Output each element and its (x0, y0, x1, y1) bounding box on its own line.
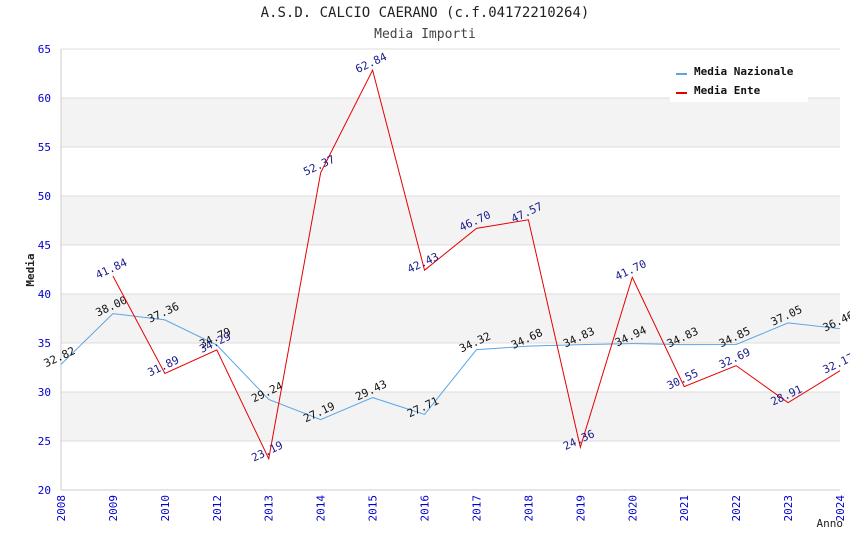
y-tick-label: 30 (38, 386, 51, 399)
x-tick-label: 2014 (315, 495, 328, 522)
x-tick-label: 2020 (626, 495, 639, 522)
grid-band (61, 147, 840, 196)
x-tick-label: 2023 (782, 495, 795, 522)
grid-band (61, 245, 840, 294)
x-tick-label: 2018 (522, 495, 535, 522)
legend-item-media-nazionale: Media Nazionale (694, 65, 794, 78)
y-tick-label: 60 (38, 92, 51, 105)
chart-subtitle: Media Importi (374, 27, 476, 42)
y-tick-label: 35 (38, 337, 51, 350)
x-tick-label: 2010 (159, 495, 172, 522)
legend-box (670, 60, 808, 102)
chart-title: A.S.D. CALCIO CAERANO (c.f.04172210264) (260, 5, 590, 21)
x-tick-label: 2015 (367, 495, 380, 522)
x-tick-label: 2021 (678, 495, 691, 522)
grid-band (61, 196, 840, 245)
y-axis-title: Media (24, 253, 37, 286)
grid-band (61, 294, 840, 343)
grid-band (61, 392, 840, 441)
x-tick-label: 2019 (574, 495, 587, 522)
grid-band (61, 441, 840, 490)
x-tick-label: 2012 (211, 495, 224, 522)
y-tick-label: 55 (38, 141, 51, 154)
y-tick-label: 20 (38, 484, 51, 497)
y-tick-label: 40 (38, 288, 51, 301)
grid-band (61, 98, 840, 147)
y-tick-label: 45 (38, 239, 51, 252)
series-line-media-ente (112, 68, 841, 461)
x-tick-label: 2022 (730, 495, 743, 522)
x-tick-label: 2024 (834, 495, 847, 522)
legend-item-media-ente: Media Ente (694, 84, 761, 97)
x-tick-label: 2009 (107, 495, 120, 522)
x-tick-label: 2017 (470, 495, 483, 522)
x-tick-label: 2016 (419, 495, 432, 522)
y-tick-label: 65 (38, 43, 51, 56)
series-line-media-nazionale (60, 313, 841, 421)
x-tick-label: 2008 (55, 495, 68, 522)
x-axis-title: Anno (817, 517, 844, 530)
y-tick-label: 25 (38, 435, 51, 448)
y-tick-label: 50 (38, 190, 51, 203)
grid-band (61, 343, 840, 392)
x-tick-label: 2013 (263, 495, 276, 522)
